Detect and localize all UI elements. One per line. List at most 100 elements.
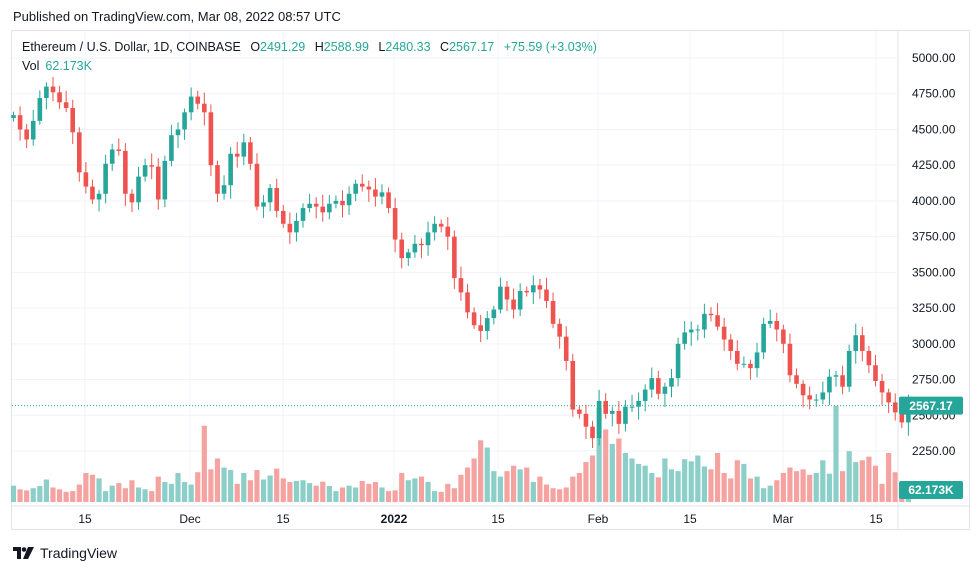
candle-body bbox=[182, 112, 187, 130]
candle-body bbox=[669, 378, 674, 387]
candle-body bbox=[333, 200, 339, 204]
candle-body bbox=[695, 329, 701, 331]
candle-body bbox=[682, 332, 687, 344]
y-tick-label: 4500.00 bbox=[912, 122, 956, 136]
candle-body bbox=[241, 142, 247, 157]
volume-bar bbox=[649, 472, 655, 502]
volume-bar bbox=[339, 487, 346, 502]
volume-bar bbox=[892, 472, 898, 502]
volume-bar bbox=[313, 485, 319, 502]
volume-bar bbox=[510, 465, 517, 502]
candle-body bbox=[116, 149, 122, 151]
candle-body bbox=[103, 163, 108, 194]
volume-bar bbox=[596, 407, 602, 502]
candle-body bbox=[136, 176, 141, 203]
candle-body bbox=[366, 186, 372, 190]
volume-bar bbox=[293, 480, 300, 502]
volume-bar bbox=[89, 474, 96, 502]
candle-body bbox=[228, 153, 233, 186]
candle-body bbox=[702, 313, 707, 330]
candle-body bbox=[498, 286, 503, 310]
candle-body bbox=[37, 98, 43, 121]
candle-body bbox=[109, 149, 115, 164]
volume-value: 62.173K bbox=[45, 59, 92, 73]
volume-bar bbox=[866, 456, 872, 502]
tradingview-brand-label: TradingView bbox=[40, 545, 118, 561]
legend-high-label: H bbox=[314, 40, 324, 54]
tradingview-logo-icon bbox=[13, 547, 34, 559]
volume-bar bbox=[30, 488, 36, 502]
candle-body bbox=[359, 183, 365, 187]
candle-body bbox=[261, 202, 266, 207]
legend-close-label: C bbox=[440, 40, 450, 54]
volume-bar bbox=[346, 485, 352, 502]
candle-body bbox=[748, 363, 753, 369]
y-tick-label: 2250.00 bbox=[912, 444, 956, 458]
volume-label: Vol bbox=[22, 59, 40, 73]
candle-body bbox=[484, 318, 490, 331]
candle-body bbox=[471, 312, 477, 326]
volume-bar bbox=[188, 484, 194, 502]
volume-bar bbox=[747, 478, 754, 502]
volume-bar bbox=[662, 458, 668, 502]
candle-body bbox=[899, 412, 905, 423]
candle-body bbox=[327, 203, 332, 213]
volume-bar bbox=[129, 480, 135, 502]
volume-bar bbox=[846, 451, 852, 502]
volume-bar bbox=[300, 480, 306, 502]
x-tick-label: Dec bbox=[179, 512, 200, 526]
candle-body bbox=[603, 400, 608, 414]
volume-bar bbox=[800, 469, 806, 502]
legend-symbol: Ethereum / U.S. Dollar, 1D, COINBASE bbox=[22, 40, 241, 54]
x-tick-label: 15 bbox=[276, 512, 290, 526]
volume-bar bbox=[438, 491, 444, 502]
volume-bar bbox=[787, 467, 793, 502]
candle-body bbox=[307, 203, 312, 209]
volume-bar bbox=[853, 462, 859, 502]
candle-body bbox=[577, 409, 582, 414]
volume-bar bbox=[504, 471, 510, 502]
x-tick-label: 15 bbox=[869, 512, 883, 526]
volume-bar bbox=[761, 488, 767, 502]
candle-body bbox=[892, 402, 898, 413]
volume-bar bbox=[570, 476, 576, 502]
candle-body bbox=[853, 335, 859, 351]
candle-body bbox=[833, 375, 839, 377]
volume-bar bbox=[412, 478, 418, 502]
candle-body bbox=[399, 239, 405, 259]
y-tick-label: 5000.00 bbox=[912, 51, 956, 65]
y-tick-label: 4000.00 bbox=[912, 194, 956, 208]
candle-body bbox=[267, 188, 273, 203]
candle-body bbox=[11, 115, 16, 119]
volume-bar bbox=[543, 484, 550, 502]
candle-body bbox=[432, 223, 437, 233]
candle-body bbox=[840, 375, 845, 387]
volume-bar bbox=[695, 455, 701, 502]
x-tick-label: 15 bbox=[683, 512, 697, 526]
volume-bar bbox=[820, 460, 826, 502]
candle-body bbox=[445, 226, 451, 237]
volume-bar bbox=[208, 469, 214, 502]
volume-bar bbox=[116, 483, 122, 502]
candle-body bbox=[800, 383, 806, 396]
y-tick-label: 3500.00 bbox=[912, 265, 956, 279]
candle-body bbox=[557, 323, 562, 337]
tradingview-brand[interactable]: TradingView bbox=[13, 545, 117, 561]
candle-body bbox=[70, 108, 76, 133]
volume-bar bbox=[366, 483, 372, 502]
candle-body bbox=[511, 299, 516, 310]
volume-bar bbox=[741, 463, 747, 502]
volume-bar bbox=[353, 487, 359, 502]
candle-body bbox=[741, 363, 747, 365]
volume-bar bbox=[728, 478, 734, 502]
chart-frame bbox=[11, 30, 970, 530]
volume-bar bbox=[320, 481, 326, 502]
candle-body bbox=[17, 115, 23, 130]
volume-bar bbox=[807, 474, 813, 502]
volume-bar bbox=[326, 486, 332, 502]
volume-bar bbox=[445, 483, 451, 502]
volume-bar bbox=[76, 484, 82, 502]
candle-body bbox=[656, 378, 661, 394]
volume-bar bbox=[557, 489, 563, 502]
